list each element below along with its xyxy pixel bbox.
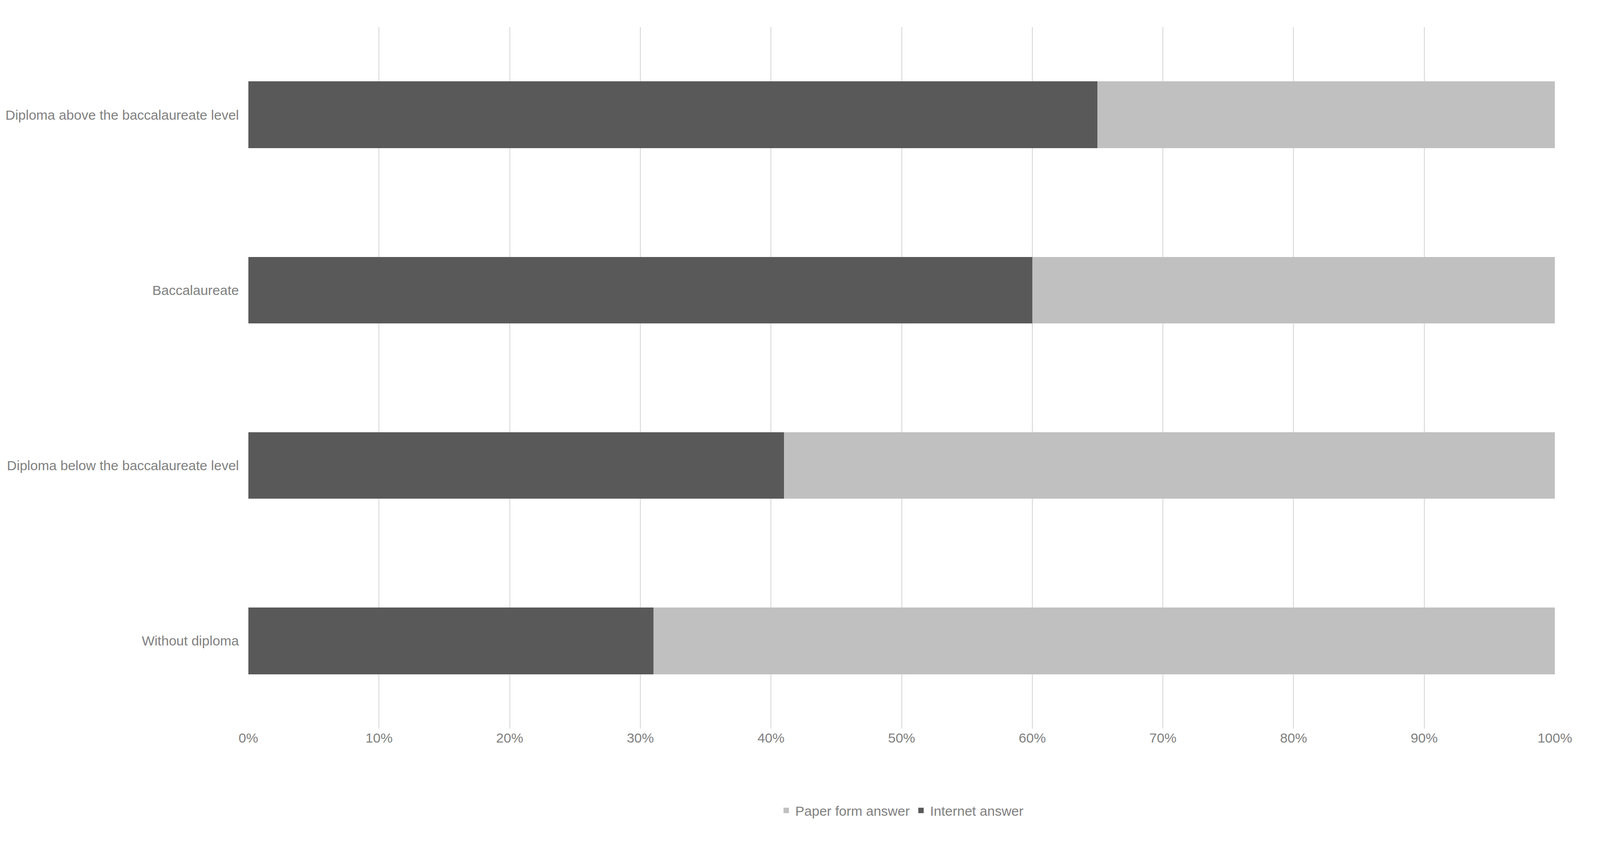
svg-text:Without diploma: Without diploma [141,633,239,649]
svg-text:70%: 70% [1149,730,1177,746]
svg-text:60%: 60% [1018,730,1046,746]
svg-text:50%: 50% [887,730,915,746]
svg-text:Diploma below the baccalaureat: Diploma below the baccalaureate level [6,457,239,473]
svg-text:10%: 10% [365,730,393,746]
svg-text:40%: 40% [757,730,785,746]
svg-text:90%: 90% [1410,730,1438,746]
svg-text:20%: 20% [496,730,524,746]
svg-text:30%: 30% [626,730,654,746]
svg-text:100%: 100% [1537,730,1573,746]
svg-text:Diploma above the baccalaureat: Diploma above the baccalaureate level [5,107,239,123]
svg-text:Internet answer: Internet answer [929,803,1024,819]
svg-text:Baccalaureate: Baccalaureate [152,282,239,298]
svg-text:80%: 80% [1279,730,1307,746]
svg-text:0%: 0% [238,730,258,746]
svg-text:Paper form answer: Paper form answer [795,803,910,819]
